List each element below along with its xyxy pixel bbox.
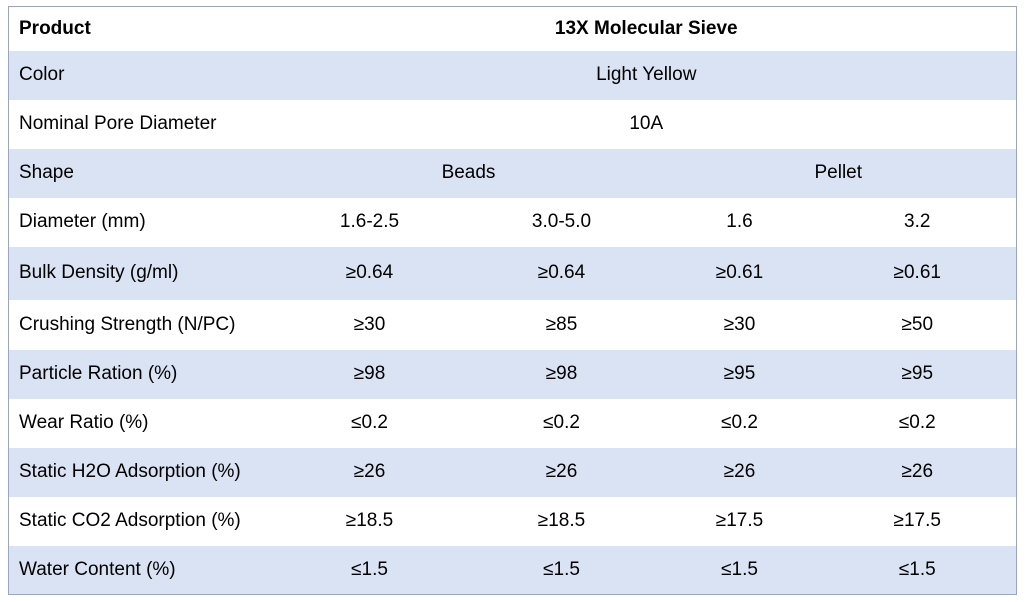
row-cell: ≥50 bbox=[901, 313, 934, 335]
color-row: Color Light Yellow bbox=[8, 50, 1017, 100]
table-row: Static CO2 Adsorption (%) ≥18.5 ≥18.5 ≥1… bbox=[8, 496, 1017, 546]
product-name: 13X Molecular Sieve bbox=[554, 17, 738, 39]
row-cell: ≥26 bbox=[723, 461, 756, 482]
row-label: Static CO2 Adsorption (%) bbox=[19, 510, 241, 531]
row-label: Particle Ration (%) bbox=[19, 363, 178, 384]
shape-beads: Beads bbox=[441, 162, 496, 183]
pore-row: Nominal Pore Diameter 10A bbox=[8, 99, 1017, 149]
row-cell: ≥85 bbox=[545, 313, 578, 335]
shape-label: Shape bbox=[19, 162, 74, 183]
row-cell: ≤1.5 bbox=[543, 558, 580, 580]
row-cell: ≥95 bbox=[901, 363, 934, 384]
row-cell: ≥0.61 bbox=[893, 262, 941, 283]
row-label: Crushing Strength (N/PC) bbox=[19, 313, 236, 335]
shape-row: Shape Beads Pellet bbox=[8, 148, 1017, 198]
row-cell: ≥26 bbox=[353, 461, 386, 482]
row-cell: ≥0.64 bbox=[345, 262, 394, 283]
table-row: Static H2O Adsorption (%) ≥26 ≥26 ≥26 ≥2… bbox=[8, 447, 1017, 497]
row-label: Static H2O Adsorption (%) bbox=[19, 461, 241, 482]
row-cell: ≥98 bbox=[353, 363, 386, 384]
color-value: Light Yellow bbox=[596, 64, 697, 85]
row-cell: 1.6 bbox=[726, 211, 753, 232]
row-cell: ≤1.5 bbox=[898, 558, 936, 580]
pore-value: 10A bbox=[629, 113, 664, 134]
row-cell: ≤0.2 bbox=[351, 412, 388, 433]
row-cell: ≥0.61 bbox=[715, 262, 764, 283]
row-cell: ≥95 bbox=[723, 363, 756, 384]
row-cell: ≥17.5 bbox=[893, 510, 941, 531]
row-cell: 3.2 bbox=[904, 211, 931, 232]
row-label: Wear Ratio (%) bbox=[19, 412, 149, 433]
row-cell: ≤0.2 bbox=[543, 412, 580, 433]
row-cell: ≥98 bbox=[545, 363, 578, 384]
table-row: Water Content (%) ≤1.5 ≤1.5 ≤1.5 ≤1.5 bbox=[8, 545, 1017, 595]
row-cell: ≥30 bbox=[353, 313, 386, 335]
row-label: Diameter (mm) bbox=[19, 211, 146, 232]
table-row: Bulk Density (g/ml) ≥0.64 ≥0.64 ≥0.61 ≥0… bbox=[8, 246, 1017, 300]
table-row: Wear Ratio (%) ≤0.2 ≤0.2 ≤0.2 ≤0.2 bbox=[8, 398, 1017, 448]
row-cell: ≥0.64 bbox=[537, 262, 586, 283]
pore-label: Nominal Pore Diameter bbox=[19, 113, 217, 134]
row-cell: 3.0-5.0 bbox=[531, 211, 592, 232]
shape-pellet: Pellet bbox=[814, 162, 863, 183]
row-label: Water Content (%) bbox=[19, 558, 176, 580]
table-row: Diameter (mm) 1.6-2.5 3.0-5.0 1.6 3.2 bbox=[8, 197, 1017, 247]
header-label: Product bbox=[19, 17, 91, 39]
row-cell: ≥18.5 bbox=[537, 510, 586, 531]
row-label: Bulk Density (g/ml) bbox=[19, 262, 179, 283]
table-row: Crushing Strength (N/PC) ≥30 ≥85 ≥30 ≥50 bbox=[8, 299, 1017, 350]
row-cell: ≥18.5 bbox=[345, 510, 394, 531]
row-cell: ≤1.5 bbox=[721, 558, 758, 580]
row-cell: ≥30 bbox=[723, 313, 756, 335]
color-label: Color bbox=[19, 64, 65, 85]
row-cell: ≤1.5 bbox=[351, 558, 388, 580]
row-cell: ≥17.5 bbox=[715, 510, 764, 531]
row-cell: ≥26 bbox=[901, 461, 934, 482]
row-cell: ≤0.2 bbox=[898, 412, 936, 433]
header-row: Product 13X Molecular Sieve bbox=[8, 6, 1017, 51]
spec-table: Product 13X Molecular Sieve Color Light … bbox=[8, 6, 1018, 595]
row-cell: 1.6-2.5 bbox=[339, 211, 400, 232]
row-cell: ≤0.2 bbox=[721, 412, 758, 433]
table-row: Particle Ration (%) ≥98 ≥98 ≥95 ≥95 bbox=[8, 349, 1017, 399]
row-cell: ≥26 bbox=[545, 461, 578, 482]
